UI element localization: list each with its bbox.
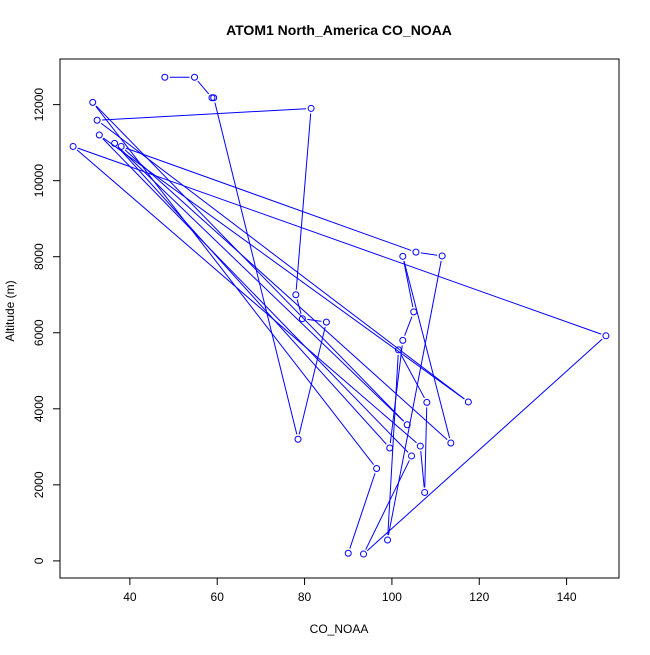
- chart-title: ATOM1 North_America CO_NOAA: [226, 22, 452, 38]
- y-axis-label: Altitude (m): [3, 280, 17, 341]
- x-tick-label: 120: [469, 590, 489, 604]
- x-tick-label: 40: [123, 590, 137, 604]
- y-tick-label: 10000: [32, 164, 46, 198]
- y-tick-label: 4000: [32, 395, 46, 422]
- y-tick-label: 2000: [32, 471, 46, 498]
- x-tick-label: 100: [382, 590, 402, 604]
- x-tick-label: 140: [557, 590, 577, 604]
- y-tick-label: 8000: [32, 243, 46, 270]
- y-tick-label: 6000: [32, 319, 46, 346]
- y-tick-label: 0: [32, 557, 46, 564]
- x-tick-label: 60: [211, 590, 225, 604]
- x-axis-label: CO_NOAA: [310, 622, 369, 636]
- x-tick-label: 80: [298, 590, 312, 604]
- y-tick-label: 12000: [32, 88, 46, 122]
